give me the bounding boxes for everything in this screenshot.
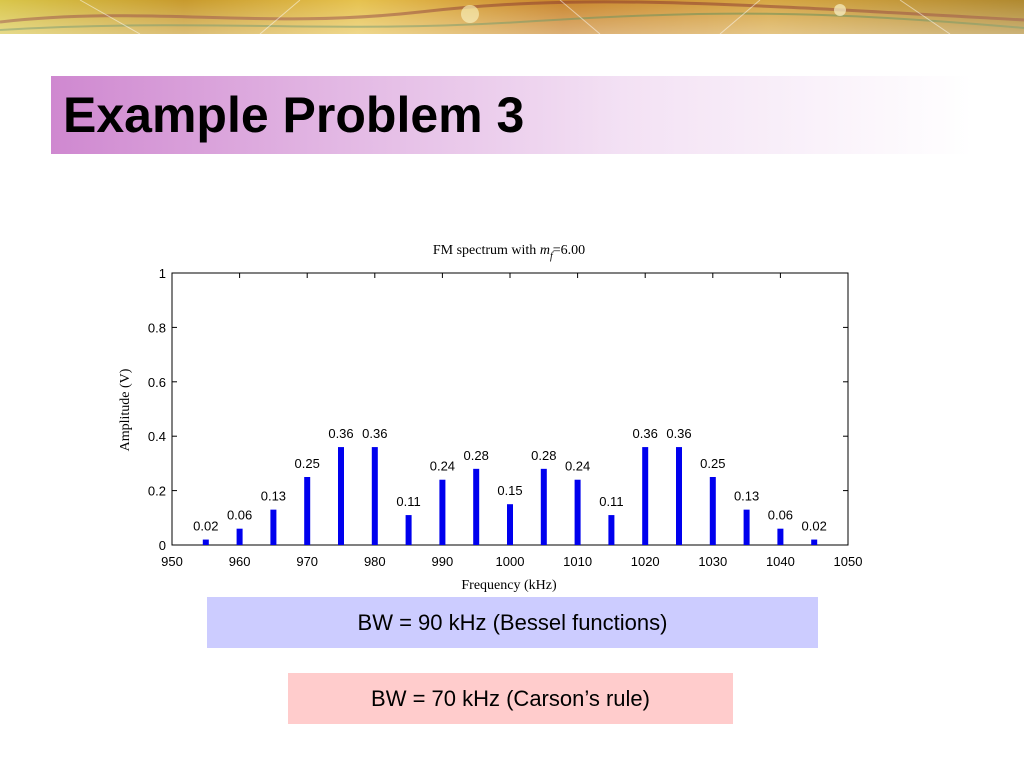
x-tick-label: 950 (161, 554, 183, 569)
x-axis-label: Frequency (kHz) (461, 578, 557, 593)
slide-title: Example Problem 3 (63, 87, 525, 143)
chart-title: FM spectrum with mf=6.00 (433, 243, 585, 262)
spectrum-bar (507, 504, 513, 545)
x-tick-label: 1000 (496, 554, 525, 569)
spectrum-bars (202, 447, 818, 545)
bar-value-label: 0.36 (666, 426, 691, 441)
bar-value-label: 0.36 (362, 426, 387, 441)
bar-value-label: 0.06 (768, 508, 793, 523)
fm-spectrum-chart: FM spectrum with mf=6.00 950 960 970 980 990… (118, 243, 863, 593)
bar-value-label: 0.13 (261, 489, 286, 504)
bar-value-label: 0.36 (633, 426, 658, 441)
y-tick-label: 0.4 (148, 429, 166, 444)
x-tick-label: 960 (229, 554, 251, 569)
x-tick-label: 1040 (766, 554, 795, 569)
spectrum-bar (811, 539, 818, 545)
bar-value-labels: 0.02 0.06 0.13 0.25 0.36 0.36 0.11 0.24 0.28 0.15… (193, 426, 827, 533)
spectrum-bar (743, 509, 750, 545)
spectrum-bar (540, 468, 547, 545)
spectrum-bar (304, 477, 311, 545)
y-tick-label: 0.8 (148, 320, 166, 335)
bar-value-label: 0.24 (565, 459, 590, 474)
bar-value-label: 0.11 (599, 494, 623, 509)
spectrum-bar (574, 479, 581, 545)
bessel-bandwidth-box: BW = 90 kHz (Bessel functions) (207, 597, 818, 648)
spectrum-bar (202, 539, 209, 545)
carson-bandwidth-box: BW = 70 kHz (Carson’s rule) (288, 673, 733, 724)
chart-title-subscript: f (550, 251, 554, 262)
spectrum-bar (371, 447, 378, 545)
x-tick-label: 1030 (698, 554, 727, 569)
spectrum-bar (676, 447, 682, 545)
bar-value-label: 0.02 (802, 519, 827, 534)
spectrum-bar (236, 528, 243, 545)
axis-ticks: 950 960 970 980 990 1000 1010 1020 1030 1040 1050 0… (148, 266, 863, 569)
bar-value-label: 0.15 (497, 483, 522, 498)
spectrum-bar (405, 515, 412, 545)
bar-value-label: 0.28 (531, 448, 556, 463)
banner-graphic (0, 0, 1024, 34)
title-band: Example Problem 3 (51, 76, 973, 154)
bar-value-label: 0.06 (227, 508, 252, 523)
y-axis-label: Amplitude (V) (118, 368, 133, 451)
bar-value-label: 0.25 (295, 456, 320, 471)
x-tick-label: 1020 (631, 554, 660, 569)
bar-value-label: 0.02 (193, 519, 218, 534)
bar-value-label: 0.25 (700, 456, 725, 471)
bar-value-label: 0.24 (430, 459, 455, 474)
y-tick-label: 0.2 (148, 484, 166, 499)
spectrum-bar (608, 515, 615, 545)
x-tick-label: 1010 (563, 554, 592, 569)
bar-value-label: 0.11 (396, 494, 420, 509)
spectrum-bar (439, 479, 446, 545)
spectrum-bar (338, 447, 344, 545)
spectrum-bar (709, 477, 716, 545)
x-tick-label: 1050 (834, 554, 863, 569)
x-tick-label: 970 (296, 554, 318, 569)
spectrum-bar (777, 528, 784, 545)
spectrum-bar (642, 447, 649, 545)
x-tick-label: 980 (364, 554, 386, 569)
bar-value-label: 0.36 (328, 426, 353, 441)
decorative-header-banner (0, 0, 1024, 34)
chart-title-variable: m (540, 243, 550, 258)
y-tick-label: 1 (159, 266, 166, 281)
chart-title-text: FM spectrum with (433, 243, 536, 258)
chart-title-value: =6.00 (553, 243, 585, 258)
spectrum-bar (473, 468, 480, 545)
bar-value-label: 0.13 (734, 489, 759, 504)
x-tick-label: 990 (432, 554, 454, 569)
y-tick-label: 0 (159, 538, 166, 553)
spectrum-bar (270, 509, 277, 545)
bar-value-label: 0.28 (464, 448, 489, 463)
y-tick-label: 0.6 (148, 375, 166, 390)
